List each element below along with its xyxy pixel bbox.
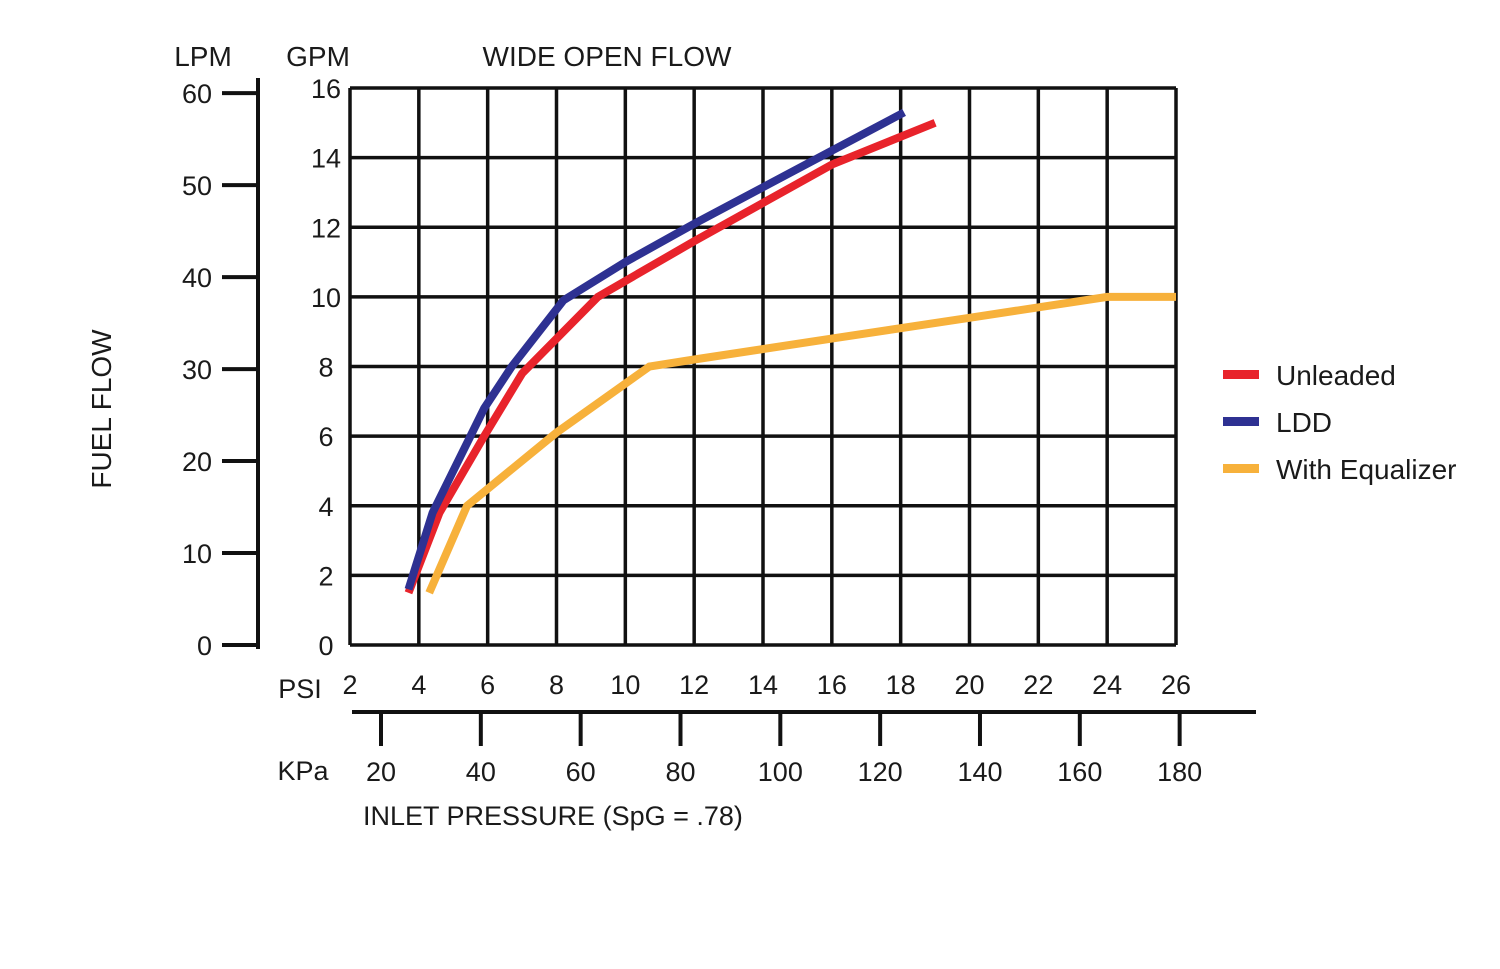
- lpm-axis: 0 10 20 30 40 50 60: [182, 79, 258, 661]
- gpm-tick-label: 4: [318, 492, 333, 522]
- gpm-tick-label: 8: [318, 353, 333, 383]
- lpm-tick-label: 10: [182, 539, 212, 569]
- lpm-tick-label: 50: [182, 171, 212, 201]
- psi-tick-label: 2: [342, 670, 357, 700]
- series-line-ldd: [404, 108, 906, 591]
- gpm-tick-label: 6: [318, 422, 333, 452]
- kpa-tick-label: 80: [665, 757, 695, 787]
- psi-tick-label: 16: [817, 670, 847, 700]
- lpm-tick-label: 60: [182, 79, 212, 109]
- psi-tick-label: 4: [411, 670, 426, 700]
- kpa-axis: 20 40 60 80 100 120 140 160 180: [366, 712, 1202, 787]
- gpm-tick-label: 12: [311, 213, 341, 243]
- series-line-unleaded: [404, 119, 937, 595]
- psi-tick-label: 24: [1092, 670, 1122, 700]
- psi-unit-label: PSI: [278, 674, 322, 704]
- chart-title: WIDE OPEN FLOW: [483, 41, 732, 72]
- psi-tick-label: 22: [1023, 670, 1053, 700]
- psi-tick-label: 10: [610, 670, 640, 700]
- gpm-axis: 0 2 4 6 8 10 12 14 16: [311, 74, 341, 661]
- lpm-tick-label: 0: [197, 631, 212, 661]
- kpa-tick-label: 120: [858, 757, 903, 787]
- gpm-unit-label: GPM: [286, 41, 350, 72]
- x-axis-label: INLET PRESSURE (SpG = .78): [363, 801, 743, 831]
- series-line-with-equalizer: [425, 292, 1176, 595]
- kpa-tick-label: 180: [1157, 757, 1202, 787]
- grid: [348, 86, 1178, 647]
- kpa-tick-label: 20: [366, 757, 396, 787]
- lpm-tick-label: 30: [182, 355, 212, 385]
- kpa-tick-label: 60: [566, 757, 596, 787]
- gpm-tick-label: 0: [318, 631, 333, 661]
- psi-tick-label: 26: [1161, 670, 1191, 700]
- lpm-tick-label: 40: [182, 263, 212, 293]
- gpm-tick-label: 16: [311, 74, 341, 104]
- y-axis-label: FUEL FLOW: [86, 329, 117, 489]
- psi-tick-label: 8: [549, 670, 564, 700]
- psi-tick-label: 20: [954, 670, 984, 700]
- series-lines: [404, 108, 1176, 595]
- lpm-unit-label: LPM: [174, 41, 232, 72]
- gpm-tick-label: 2: [318, 561, 333, 591]
- legend-swatch: [1223, 464, 1259, 473]
- legend: Unleaded LDD With Equalizer: [1223, 360, 1457, 485]
- kpa-unit-label: KPa: [277, 756, 329, 786]
- psi-axis: 2 4 6 8 10 12 14 16 18 20 22 24 26: [342, 670, 1191, 700]
- psi-tick-label: 6: [480, 670, 495, 700]
- kpa-tick-label: 140: [957, 757, 1002, 787]
- gpm-tick-label: 10: [311, 283, 341, 313]
- psi-tick-label: 12: [679, 670, 709, 700]
- legend-label: With Equalizer: [1276, 454, 1457, 485]
- psi-tick-label: 18: [886, 670, 916, 700]
- legend-swatch: [1223, 417, 1259, 426]
- legend-swatch: [1223, 370, 1259, 379]
- kpa-tick-label: 160: [1057, 757, 1102, 787]
- gpm-tick-label: 14: [311, 144, 341, 174]
- legend-label: LDD: [1276, 407, 1332, 438]
- legend-label: Unleaded: [1276, 360, 1396, 391]
- kpa-tick-label: 40: [466, 757, 496, 787]
- kpa-tick-label: 100: [758, 757, 803, 787]
- lpm-tick-label: 20: [182, 447, 212, 477]
- psi-tick-label: 14: [748, 670, 778, 700]
